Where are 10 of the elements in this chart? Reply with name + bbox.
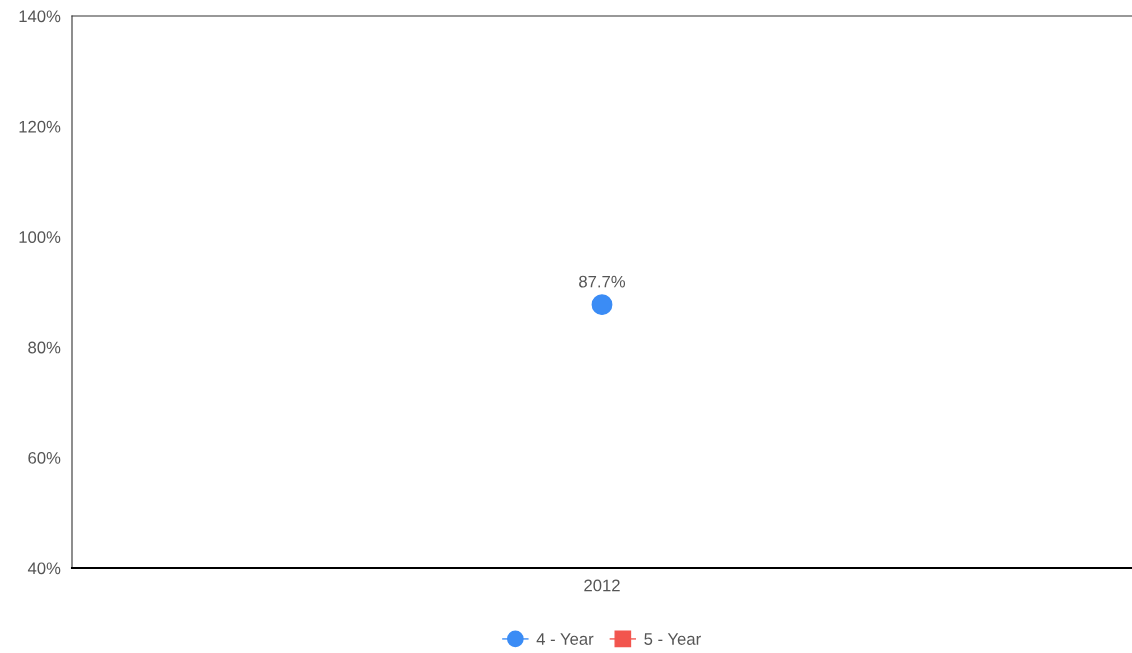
legend-label: 5 - Year xyxy=(644,633,701,645)
x-tick-label: 2012 xyxy=(584,579,620,592)
data-label: 87.7% xyxy=(579,275,626,288)
y-tick-label: 60% xyxy=(28,452,61,464)
y-tick-label: 140% xyxy=(19,10,61,23)
y-tick-label: 80% xyxy=(28,341,61,354)
y-tick-label: 120% xyxy=(19,120,61,133)
legend-label: 4 - Year xyxy=(536,633,594,645)
y-tick-label: 100% xyxy=(19,231,61,243)
y-tick-label: 40% xyxy=(27,562,61,575)
